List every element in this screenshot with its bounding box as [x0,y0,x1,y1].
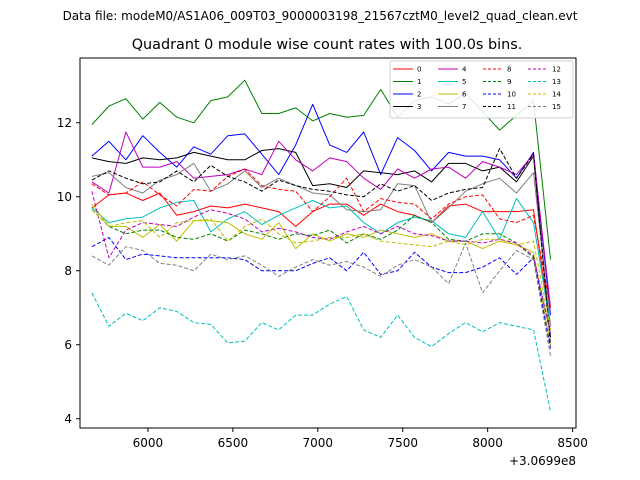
legend-label-1: 1 [417,78,421,86]
legend-label-8: 8 [507,66,511,74]
x-tick-label: 8500 [557,436,588,450]
x-tick-label: 7000 [303,436,334,450]
y-tick-label: 4 [64,412,72,426]
y-axis: 4 6 8 10 12 [57,116,80,426]
chart-title: Quadrant 0 module wise count rates with … [132,37,523,53]
y-tick-label: 8 [64,264,72,278]
legend-label-15: 15 [552,103,561,111]
series-line-6 [91,203,551,345]
legend-label-11: 11 [507,103,516,111]
series-line-13 [91,292,551,412]
x-tick-label: 6000 [133,436,164,450]
series-layer [91,79,551,412]
series-line-15 [91,242,551,356]
series-line-5 [91,198,551,327]
x-tick-label: 8000 [472,436,503,450]
legend-label-2: 2 [417,91,421,99]
series-line-11 [91,148,551,345]
series-line-9 [91,209,551,334]
legend-label-6: 6 [462,91,467,99]
suptitle: Data file: modeM0/AS1A06_009T03_90000031… [63,9,578,23]
legend-box [389,60,574,119]
y-tick-label: 12 [57,116,72,130]
y-tick-label: 6 [64,338,72,352]
legend-label-9: 9 [507,78,511,86]
series-line-2 [91,103,551,316]
series-line-10 [91,236,551,349]
series-line-14 [91,209,551,330]
legend-label-3: 3 [417,103,421,111]
series-line-4 [91,131,551,308]
legend-label-7: 7 [462,103,466,111]
plot-frame [79,57,577,429]
x-tick-label: 7500 [387,436,418,450]
legend-label-0: 0 [417,66,421,74]
legend-label-10: 10 [507,91,516,99]
x-axis: 6000 6500 7000 7500 8000 8500 [133,428,588,450]
legend-label-14: 14 [552,91,561,99]
legend-label-12: 12 [552,66,561,74]
legend-label-4: 4 [462,66,467,74]
x-tick-label: 6500 [218,436,249,450]
legend-label-5: 5 [462,78,466,86]
series-line-0 [91,192,551,327]
y-tick-label: 10 [57,190,72,204]
x-offset-label: +3.0699e8 [509,454,576,468]
series-line-8 [91,168,551,308]
legend-label-13: 13 [552,78,561,86]
series-line-7 [91,162,551,327]
series-line-3 [91,148,551,338]
